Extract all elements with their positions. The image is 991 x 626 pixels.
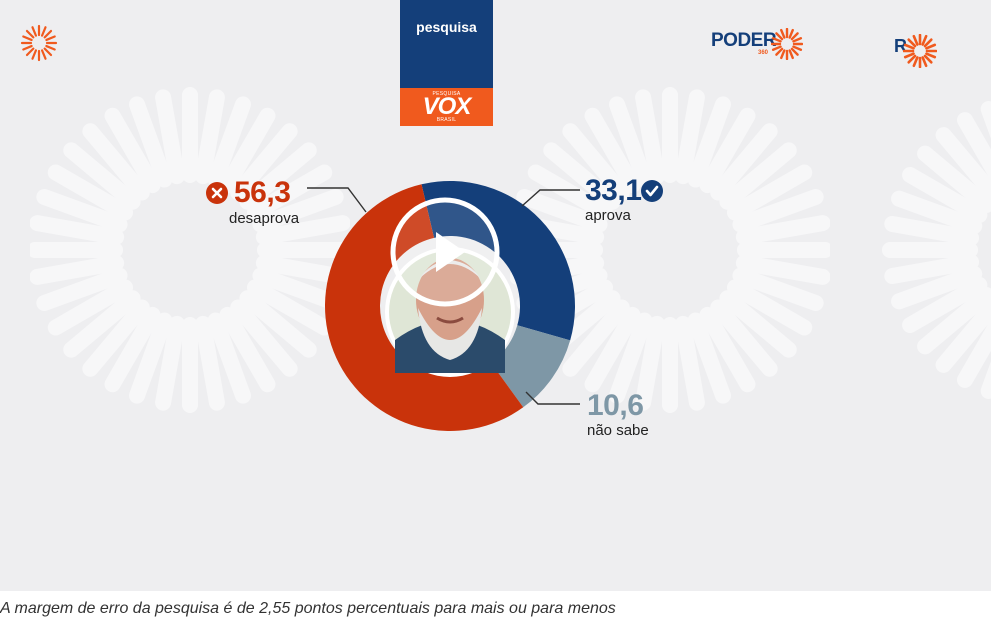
video-player[interactable]: pesquisa PESQUISA VOX BRASIL PODER 360 R <box>0 0 991 591</box>
vox-logo-bottom-text: BRASIL <box>436 117 457 123</box>
donut-slice-não-sabe <box>491 325 571 408</box>
play-button[interactable] <box>390 197 500 307</box>
disapprove-label: desaprova <box>229 210 300 227</box>
dont-know-label: não sabe <box>587 422 649 439</box>
image-caption: A margem de erro da pesquisa é de 2,55 p… <box>0 600 616 617</box>
leader-line-approve <box>521 189 580 207</box>
brand-sun-icon <box>771 28 803 60</box>
leader-line-dont-know <box>525 391 580 405</box>
vox-logo-main-text: VOX <box>422 93 472 120</box>
background-burst-far-right <box>882 101 991 399</box>
play-icon <box>436 232 465 272</box>
approval-donut-chart <box>206 180 663 431</box>
background-burst-right <box>510 87 830 413</box>
x-circle-icon <box>206 182 228 204</box>
brand-logo-suffix: 360 <box>758 50 769 56</box>
vox-logo: PESQUISA VOX BRASIL <box>400 88 493 126</box>
background-burst-left <box>30 87 350 413</box>
vox-logo-top-text: PESQUISA <box>432 91 461 97</box>
brand-logo-text: PODER <box>711 30 777 51</box>
approve-value: 33,1 <box>585 174 642 207</box>
poll-badge: pesquisa PESQUISA VOX BRASIL <box>400 0 493 126</box>
sun-logo-icon <box>20 24 58 62</box>
donut-slice-desaprova <box>325 184 524 431</box>
approve-label: aprova <box>585 207 631 224</box>
leader-line-disapprove <box>307 187 367 213</box>
brand-sun-icon-partial <box>903 34 937 68</box>
portrait-photo <box>385 247 515 377</box>
donut-slice-aprova <box>421 181 575 341</box>
dont-know-value: 10,6 <box>587 389 644 422</box>
check-circle-icon <box>641 180 663 202</box>
disapprove-value: 56,3 <box>234 176 291 209</box>
badge-title: pesquisa <box>400 0 493 88</box>
